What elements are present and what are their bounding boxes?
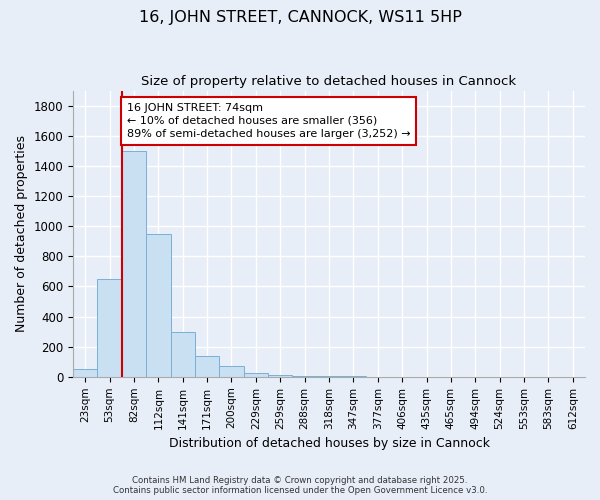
Bar <box>122 151 146 377</box>
Bar <box>170 332 195 377</box>
Title: Size of property relative to detached houses in Cannock: Size of property relative to detached ho… <box>142 75 517 88</box>
Bar <box>146 234 170 377</box>
Bar <box>317 376 341 377</box>
Text: 16, JOHN STREET, CANNOCK, WS11 5HP: 16, JOHN STREET, CANNOCK, WS11 5HP <box>139 10 461 25</box>
Bar <box>244 373 268 377</box>
Bar <box>73 370 97 377</box>
Bar <box>268 374 292 377</box>
Bar <box>97 279 122 377</box>
Text: Contains HM Land Registry data © Crown copyright and database right 2025.
Contai: Contains HM Land Registry data © Crown c… <box>113 476 487 495</box>
Bar <box>195 356 220 377</box>
X-axis label: Distribution of detached houses by size in Cannock: Distribution of detached houses by size … <box>169 437 490 450</box>
Text: 16 JOHN STREET: 74sqm
← 10% of detached houses are smaller (356)
89% of semi-det: 16 JOHN STREET: 74sqm ← 10% of detached … <box>127 102 410 139</box>
Bar <box>220 366 244 377</box>
Bar <box>292 376 317 377</box>
Y-axis label: Number of detached properties: Number of detached properties <box>15 135 28 332</box>
